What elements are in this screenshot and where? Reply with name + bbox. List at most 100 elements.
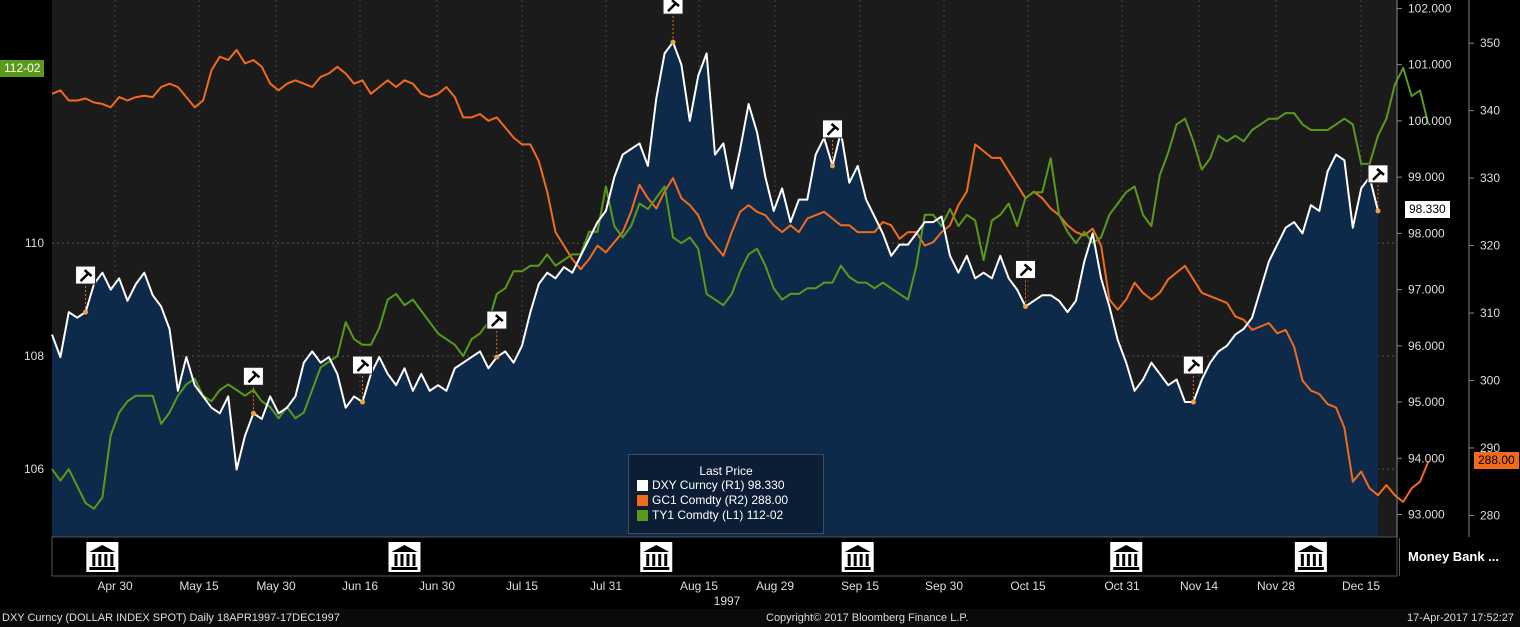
right-axis-dxy: 93.000 94.000 95.000 96.000 97.000 98.000 99.0… [1396, 0, 1452, 537]
bank-icon-column [1116, 554, 1120, 566]
bank-icon-base [1113, 567, 1140, 570]
bank-icon-column [104, 554, 108, 566]
bank-icon[interactable] [841, 542, 874, 572]
x-tick-label: Jul 31 [590, 579, 622, 593]
events-strip [51, 536, 1398, 577]
hammer-icon-glyph [1187, 359, 1201, 372]
dividend-marker-dot [360, 399, 366, 405]
right2-tick-label: 290 [1480, 441, 1500, 455]
bank-icon-column [1122, 554, 1126, 566]
bank-icon-column [1134, 554, 1138, 566]
x-tick-label: Nov 28 [1257, 579, 1295, 593]
hammer-icon-glyph [490, 314, 504, 327]
bank-icon-column [406, 554, 410, 566]
right1-tick-label: 98.000 [1408, 226, 1445, 240]
price-chart: 106 108 110 93.000 94.000 95.000 96.000 97.000… [23, 0, 1501, 608]
bank-icon-column [400, 554, 404, 566]
legend-swatch-dxy [637, 480, 648, 491]
bank-icon-column [1312, 554, 1316, 566]
bank-icon-column [664, 554, 668, 566]
bank-icon[interactable] [640, 542, 673, 572]
left-tick-label: 106 [24, 462, 44, 476]
hammer-icon-glyph [826, 122, 840, 136]
bank-icon-column [652, 554, 656, 566]
legend-item-ty1[interactable]: TY1 Comdty (L1) 112-02 [637, 508, 823, 523]
dividend-marker-dot [83, 309, 89, 315]
dividend-marker-dot [1023, 303, 1029, 309]
dividend-marker[interactable] [821, 119, 843, 169]
x-tick-label: Jul 15 [506, 579, 538, 593]
hammer-icon-glyph [1019, 263, 1033, 277]
right2-tick-label: 310 [1480, 306, 1500, 320]
x-tick-label: Aug 29 [756, 579, 794, 593]
right1-tick-label: 94.000 [1408, 451, 1445, 465]
dxy-series-line [51, 41, 1379, 471]
dividend-marker-dot [494, 354, 500, 360]
x-tick-label: May 15 [179, 579, 219, 593]
events-bank-icons[interactable] [86, 542, 1327, 572]
right1-tick-label: 93.000 [1408, 508, 1445, 522]
x-tick-label: Oct 31 [1104, 579, 1140, 593]
dividend-marker[interactable] [486, 310, 508, 360]
money-bank-panel[interactable]: Money Bank ... [1399, 538, 1520, 576]
legend-item-gc1[interactable]: GC1 Comdty (R2) 288.00 [637, 493, 823, 508]
x-tick-label: Oct 15 [1010, 579, 1046, 593]
dividend-marker-dot [670, 39, 676, 45]
dividend-marker[interactable] [1182, 355, 1204, 405]
bank-icon-roof [1297, 545, 1324, 552]
dividend-marker[interactable] [352, 355, 374, 405]
dividend-marker[interactable] [662, 0, 684, 45]
bank-icon-roof [391, 545, 418, 552]
bank-icon[interactable] [1110, 542, 1143, 572]
bank-icon-column [110, 554, 114, 566]
bank-icon-column [394, 554, 398, 566]
x-axis: Apr 30 May 15 May 30 Jun 16 Jun 30 Jul 15 Jul … [97, 579, 1380, 593]
footer-copyright: Copyright© 2017 Bloomberg Finance L.P. [766, 612, 969, 624]
dividend-annotations[interactable] [75, 0, 1389, 416]
legend[interactable]: Last Price DXY Curncy (R1) 98.330 GC1 Co… [628, 454, 824, 534]
x-tick-label: Jun 30 [419, 579, 455, 593]
right1-tick-label: 102.000 [1408, 1, 1452, 15]
footer-security-info: DXY Curncy (DOLLAR INDEX SPOT) Daily 18A… [2, 612, 340, 624]
right2-tick-label: 350 [1480, 36, 1500, 50]
dividend-marker-dot [1190, 399, 1196, 405]
dividend-marker[interactable] [1367, 164, 1389, 214]
hammer-icon-glyph [1372, 167, 1385, 181]
right-axis-gold: 280 290 300 310 320 330 340 350 [1468, 0, 1500, 537]
right2-tick-label: 340 [1480, 104, 1500, 118]
right1-tick-label: 95.000 [1408, 395, 1445, 409]
right2-tick-label: 300 [1480, 373, 1500, 387]
footer-timestamp: 17-Apr-2017 17:52:27 [1406, 612, 1514, 624]
dividend-marker[interactable] [1015, 259, 1037, 309]
hammer-icon-glyph [356, 359, 370, 372]
dividend-marker[interactable] [242, 366, 264, 416]
dividend-marker-dot [250, 410, 256, 416]
legend-swatch-gc1 [637, 495, 648, 506]
bank-icon-roof [89, 545, 116, 552]
bank-icon[interactable] [1294, 542, 1327, 572]
bank-icon-base [1297, 567, 1324, 570]
bank-icon[interactable] [86, 542, 119, 572]
dxy-last-price-tag: 98.330 [1405, 201, 1450, 218]
legend-swatch-ty1 [637, 510, 648, 521]
bank-icon[interactable] [388, 542, 421, 572]
bank-icon-column [658, 554, 662, 566]
right1-tick-label: 99.000 [1408, 170, 1445, 184]
bank-icon-base [844, 567, 871, 570]
left-axis: 106 108 110 [24, 236, 44, 476]
x-tick-label: Dec 15 [1342, 579, 1380, 593]
bank-icon-column [1128, 554, 1132, 566]
hammer-icon-glyph [247, 370, 261, 384]
bank-icon-column [1306, 554, 1310, 566]
dividend-marker-dot [1375, 208, 1381, 214]
ty1-series-line [51, 66, 1430, 510]
gc1-last-price-tag: 288.00 [1474, 452, 1519, 469]
x-tick-label: May 30 [256, 579, 296, 593]
bank-icon-column [853, 554, 857, 566]
footer-bar: DXY Curncy (DOLLAR INDEX SPOT) Daily 18A… [0, 609, 1520, 627]
dividend-marker[interactable] [75, 265, 97, 315]
right1-tick-label: 97.000 [1408, 283, 1445, 297]
x-tick-label: Jun 16 [342, 579, 378, 593]
legend-item-dxy[interactable]: DXY Curncy (R1) 98.330 [637, 478, 823, 493]
bank-icon-base [391, 567, 418, 570]
